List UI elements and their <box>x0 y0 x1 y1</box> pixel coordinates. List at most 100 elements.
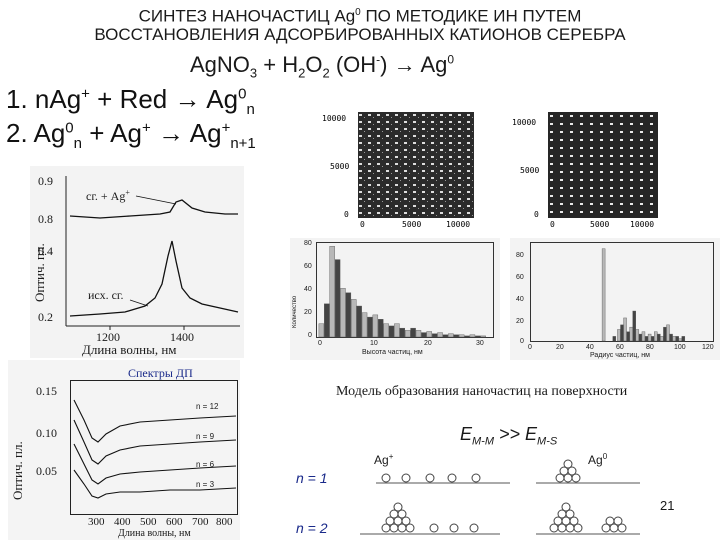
energy-relation: EM-M >> EM-S <box>460 424 558 448</box>
hist-bar <box>388 325 395 338</box>
curve-initial <box>69 240 239 317</box>
hist-right-xlabel: Радиус частиц, нм <box>590 352 650 359</box>
hist-left-xtick-0: 0 <box>318 340 322 347</box>
reaction-equation: AgNO3 + H2O2 (OH-) → Ag0 <box>190 52 455 81</box>
hist-right-xtick-60: 60 <box>616 344 624 351</box>
spectra-xtick-400: 400 <box>114 516 131 528</box>
equation-1: 1. nAg+ + Red → Ag0n <box>6 84 255 119</box>
hist-bar <box>372 314 379 338</box>
curve-n-12 <box>73 399 237 443</box>
hist-bar <box>644 336 649 342</box>
afm-right-ytick-10000: 10000 <box>512 118 537 127</box>
hist-bar <box>345 292 352 338</box>
hist-bar <box>437 332 443 338</box>
hist-right-xtick-40: 40 <box>586 344 594 351</box>
hist-bar <box>356 305 362 338</box>
silver-cluster-row1 <box>555 459 581 483</box>
hist-bar <box>378 319 384 338</box>
hist-frame <box>316 242 494 338</box>
ytick-0-4: 0.4 <box>38 244 53 258</box>
silver-clusters-row2 <box>381 502 627 533</box>
hist-right-xtick-80: 80 <box>646 344 654 351</box>
hist-bar <box>620 324 624 342</box>
hist-left-ytick-60: 60 <box>304 263 312 270</box>
hist-bar <box>448 333 454 338</box>
label-with-silver: сг. + Ag+ <box>86 188 130 203</box>
hist-bar <box>421 332 427 338</box>
hist-left-ylabel: Количество <box>292 295 298 328</box>
ytick-0-9: 0.9 <box>38 174 53 188</box>
afm-left-ytick-10000: 10000 <box>322 114 347 123</box>
hist-bar <box>469 334 476 338</box>
xtick-1400: 1400 <box>170 330 194 344</box>
curve-label-n3: n = 3 <box>196 480 215 489</box>
hist-frame <box>530 242 714 342</box>
label-ag-plus: Ag+ <box>374 452 394 467</box>
row-label-n2: n = 2 <box>296 520 328 536</box>
afm-left-ytick-0: 0 <box>344 210 349 219</box>
spectra-xlabel: Длина волны, нм <box>118 528 191 539</box>
hist-bar <box>660 336 664 342</box>
height-histogram-panel: Количество 80 60 40 20 0 0 10 20 30 Высо… <box>290 238 500 360</box>
label-initial: исх. сг. <box>88 288 124 302</box>
hist-bar <box>675 336 679 342</box>
spectra-title: Спектры ДП <box>128 366 193 380</box>
slide-title-line1: СИНТЕЗ НАНОЧАСТИЦ Ag0 ПО МЕТОДИКЕ ИН ПУТ… <box>138 6 582 26</box>
hist-bar <box>480 335 486 338</box>
hist-bar <box>324 303 330 338</box>
spectra-ytick-0-05: 0.05 <box>36 464 57 478</box>
spectra-xtick-800: 800 <box>216 516 233 528</box>
hist-bar <box>672 336 676 342</box>
afm-right-xtick-0: 0 <box>550 220 555 229</box>
hist-bar <box>340 288 346 338</box>
spectra-xtick-300: 300 <box>88 516 105 528</box>
hist-bar <box>666 324 670 342</box>
hist-bar <box>629 326 633 342</box>
hist-right-ytick-80: 80 <box>516 252 524 259</box>
afm-left-xtick-10000: 10000 <box>446 220 471 229</box>
model-caption: Модель образования наночастиц на поверхн… <box>336 384 628 399</box>
row-label-n1: n = 1 <box>296 470 328 486</box>
optical-spectra-panel: Спектры ДП Оптич. пл. 0.15 0.10 0.05 n =… <box>8 360 240 540</box>
hist-left-xtick-10: 10 <box>370 340 378 347</box>
hist-bar <box>367 316 373 338</box>
equation-2: 2. Ag0n + Ag+ → Ag+n+1 <box>6 118 256 153</box>
hist-bar <box>663 326 667 342</box>
hist-bar <box>678 338 682 342</box>
afm-image-right-panel: 10000 5000 0 0 5000 10000 <box>512 110 662 230</box>
page-number: 21 <box>660 498 675 513</box>
hist-bar <box>442 334 449 338</box>
hist-bar <box>334 259 341 338</box>
hist-bar <box>657 333 661 342</box>
afm-right-xtick-10000: 10000 <box>630 220 655 229</box>
hist-bar <box>394 323 400 338</box>
hist-bar <box>404 330 411 338</box>
spectra-xtick-500: 500 <box>140 516 157 528</box>
hist-left-ytick-20: 20 <box>304 309 312 316</box>
slide-title-line2: ВОССТАНОВЛЕНИЯ АДСОРБИРОВАННЫХ КАТИОНОВ … <box>94 25 626 44</box>
absorption-spectrum-plot <box>65 176 240 330</box>
hist-right-xtick-120: 120 <box>702 344 714 351</box>
hist-bar <box>617 329 621 342</box>
hist-bar <box>654 331 658 342</box>
afm-left-ytick-5000: 5000 <box>330 162 350 171</box>
hist-bar <box>475 335 481 338</box>
curve-with-silver <box>69 199 238 219</box>
hist-bar <box>635 329 640 342</box>
hist-bar <box>361 312 368 338</box>
afm-image-left-panel: 10000 5000 0 0 5000 10000 <box>322 110 477 230</box>
curve-label-n12: n = 12 <box>196 402 219 411</box>
hist-right-xtick-100: 100 <box>674 344 686 351</box>
hist-bar <box>351 299 357 338</box>
hist-bar <box>318 323 325 338</box>
afm-left-xtick-5000: 5000 <box>402 220 422 229</box>
hist-right-ytick-40: 40 <box>516 296 524 303</box>
hist-bar <box>399 327 406 338</box>
spectra-ylabel: Оптич. пл. <box>10 441 25 500</box>
hist-right-xtick-20: 20 <box>556 344 564 351</box>
absorption-spectrum-panel: Оптич. пл. 0.9 0.8 0.4 0.2 1200 1400 Дли… <box>30 166 244 358</box>
hist-bar <box>623 317 627 342</box>
hist-left-ytick-80: 80 <box>304 240 312 247</box>
hist-bar <box>647 333 652 342</box>
hist-bar <box>415 330 422 338</box>
